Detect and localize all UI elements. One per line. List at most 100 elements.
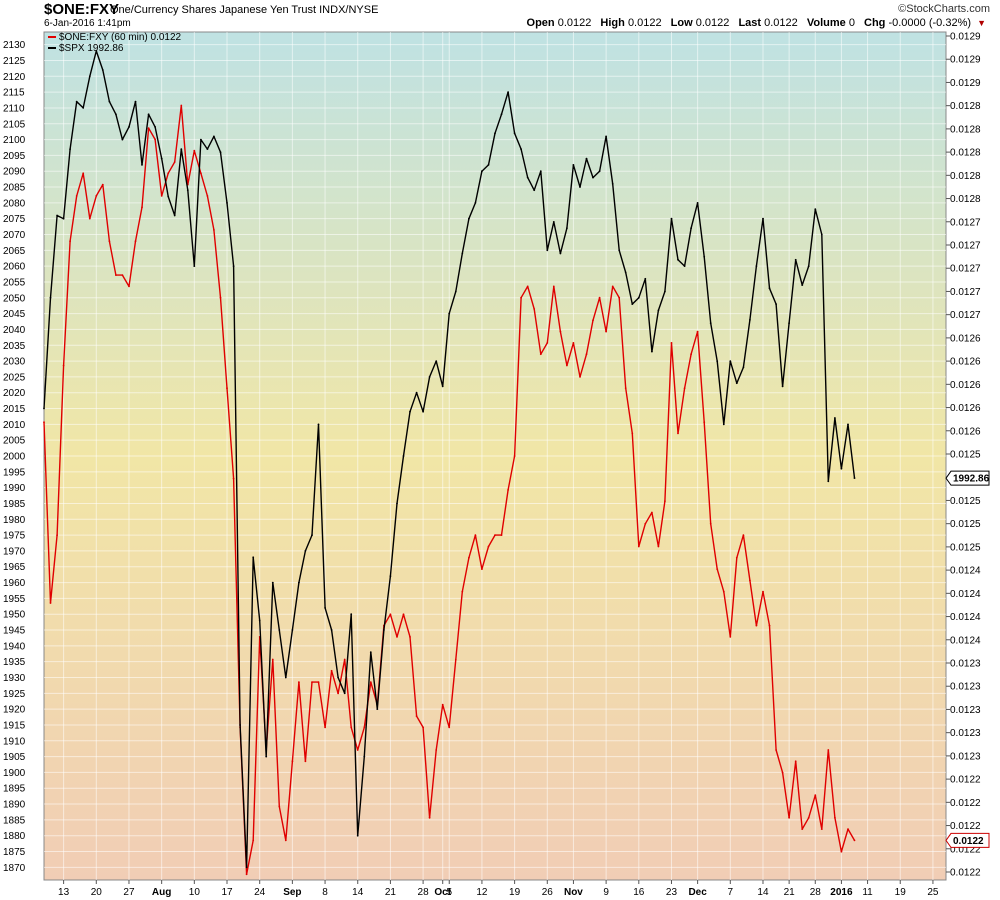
- fxy-series-line-point: [657, 545, 660, 548]
- fxy-series-line-point: [788, 816, 790, 819]
- left-tick-label: 2095: [3, 151, 26, 162]
- spx-series-line-point: [696, 202, 699, 204]
- spx-series-line-point: [585, 157, 588, 160]
- fxy-series-line-point: [43, 421, 45, 423]
- spx-series-line-point: [356, 834, 359, 837]
- spx-series-line-point: [232, 265, 235, 267]
- symbol-title: $ONE:FXY: [44, 1, 120, 18]
- spx-series-line-point: [729, 360, 732, 362]
- chg-value: -0.0000 (-0.32%): [888, 17, 972, 29]
- fxy-series-line-point: [696, 330, 699, 333]
- left-tick-label: 2115: [3, 88, 25, 99]
- spx-series-line-point: [559, 252, 562, 255]
- left-tick-label: 1970: [3, 546, 26, 557]
- spx-series-line-point: [618, 249, 621, 252]
- spx-series-line-point: [376, 708, 379, 710]
- spx-series-line-point: [330, 629, 333, 631]
- fxy-series-line-point: [598, 296, 601, 299]
- fxy-series-line-point: [481, 568, 483, 570]
- fxy-series-line-point: [343, 658, 346, 661]
- fxy-series-line-point: [853, 839, 856, 842]
- fxy-series-line-point: [101, 183, 104, 186]
- spx-series-line-point: [49, 296, 52, 299]
- spx-series-line-point: [75, 100, 78, 103]
- spx-series-line-point: [814, 208, 817, 211]
- spx-series-line-point: [572, 164, 575, 166]
- spx-series-line-point: [128, 126, 130, 128]
- fxy-series-line-point: [520, 296, 522, 299]
- open-label: Open: [526, 17, 555, 29]
- right-tick-label: 0.0124: [950, 635, 981, 646]
- spx-series-line-point: [317, 423, 320, 426]
- fxy-series-line-point: [389, 613, 392, 616]
- right-tick-label: 0.0128: [950, 171, 981, 182]
- left-tick-label: 1945: [3, 626, 26, 637]
- spx-series-line-point: [383, 629, 385, 631]
- x-tick-label: 8: [322, 887, 328, 898]
- last-label: Last: [738, 17, 762, 29]
- left-tick-label: 2070: [3, 230, 26, 241]
- left-tick-label: 1935: [3, 657, 26, 668]
- fxy-series-line-point: [474, 534, 477, 536]
- right-tick-label: 0.0123: [950, 728, 981, 739]
- spx-series-line-point: [435, 360, 438, 362]
- fxy-series-line-point: [173, 161, 176, 163]
- stockcharts-logo[interactable]: ©StockCharts.com: [898, 3, 990, 15]
- left-tick-label: 2055: [3, 277, 26, 288]
- spx-series-line-point: [755, 265, 758, 267]
- fxy-series-line-point: [435, 749, 438, 751]
- right-tick-label: 0.0128: [950, 124, 981, 135]
- x-tick-label: 25: [927, 887, 939, 898]
- spx-series-line-point: [722, 423, 725, 426]
- fxy-series-line-point: [559, 330, 562, 333]
- x-tick-label: Nov: [564, 887, 583, 898]
- right-tick-label: 0.0129: [950, 32, 981, 43]
- spx-series-line-point: [291, 629, 294, 631]
- spx-series-line-point: [415, 391, 418, 394]
- x-tick-label: Sep: [283, 887, 301, 898]
- spx-series-line-point: [343, 692, 346, 695]
- fxy-series-line-point: [526, 285, 529, 288]
- spx-series-line-point: [402, 455, 405, 457]
- spx-series-line-point: [651, 350, 653, 353]
- left-tick-label: 1930: [3, 673, 26, 684]
- spx-series-line-point: [69, 148, 71, 151]
- fxy-series-line-point: [611, 285, 614, 288]
- x-tick-label: 16: [633, 887, 645, 898]
- right-tick-label: 0.0122: [950, 821, 981, 832]
- fxy-series-line-point: [592, 319, 594, 322]
- fxy-series-line-point: [206, 195, 209, 197]
- spx-series-line-point: [690, 227, 692, 230]
- left-tick-label: 1900: [3, 768, 26, 779]
- spx-series-line-point: [324, 607, 326, 609]
- fxy-series-line-point: [350, 726, 353, 729]
- fxy-series-line-point: [337, 692, 339, 695]
- x-tick-label: 26: [542, 887, 554, 898]
- x-tick-label: 10: [189, 887, 201, 898]
- fxy-series-line-point: [422, 726, 424, 729]
- fxy-series-line-point: [252, 839, 255, 842]
- right-tick-label: 0.0124: [950, 612, 981, 623]
- fxy-series-line-point: [618, 296, 621, 299]
- right-tick-label: 0.0123: [950, 682, 981, 693]
- fxy-series-line-point: [402, 613, 405, 616]
- spx-series-line-point: [820, 233, 823, 236]
- fxy-series-line-point: [317, 681, 320, 683]
- spx-series-line-point: [657, 309, 660, 312]
- right-tick-label: 0.0122: [950, 775, 981, 786]
- left-tick-label: 1905: [3, 752, 26, 763]
- x-tick-label: 14: [352, 887, 364, 898]
- fxy-series-line-point: [579, 376, 581, 378]
- spx-series-line-point: [474, 202, 477, 204]
- spx-series-line-point: [762, 217, 764, 220]
- x-tick-label: 11: [862, 887, 873, 898]
- spx-series-line-point: [794, 258, 797, 261]
- right-axis: 0.0129 0.0129 0.0129 0.0128 0.0128 0.0128 0.01…: [946, 32, 981, 879]
- left-tick-label: 2125: [3, 56, 26, 67]
- spx-series-line-point: [278, 629, 281, 631]
- spx-series-line-point: [219, 151, 222, 154]
- fxy-series-line-point: [363, 726, 366, 729]
- fxy-series-line-point: [69, 240, 71, 243]
- fxy-series-line-point: [762, 590, 764, 593]
